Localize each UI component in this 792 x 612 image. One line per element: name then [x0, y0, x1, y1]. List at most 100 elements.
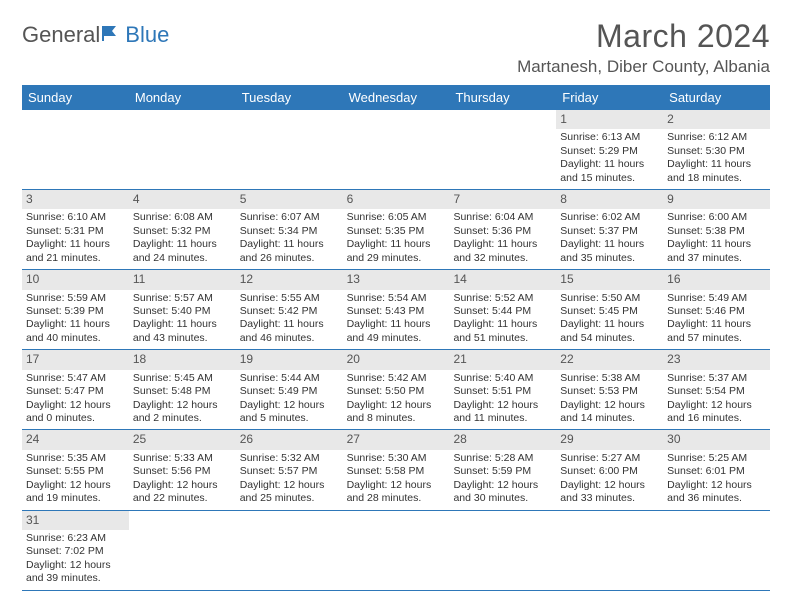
calendar-week: 3Sunrise: 6:10 AMSunset: 5:31 PMDaylight… — [22, 190, 770, 270]
cell-daylight2: and 40 minutes. — [26, 332, 125, 345]
calendar-cell: 10Sunrise: 5:59 AMSunset: 5:39 PMDayligh… — [22, 270, 129, 349]
day-number: 1 — [556, 110, 663, 129]
cell-sunrise: Sunrise: 5:28 AM — [453, 452, 552, 465]
cell-daylight1: Daylight: 11 hours — [347, 238, 446, 251]
logo-blue: Blue — [125, 22, 169, 48]
cell-sunset: Sunset: 5:57 PM — [240, 465, 339, 478]
cell-daylight2: and 46 minutes. — [240, 332, 339, 345]
day-number: 23 — [663, 350, 770, 369]
cell-sunset: Sunset: 5:38 PM — [667, 225, 766, 238]
cell-sunset: Sunset: 5:31 PM — [26, 225, 125, 238]
cell-daylight2: and 11 minutes. — [453, 412, 552, 425]
cell-sunrise: Sunrise: 6:10 AM — [26, 211, 125, 224]
cell-sunset: Sunset: 7:02 PM — [26, 545, 125, 558]
cell-sunrise: Sunrise: 5:30 AM — [347, 452, 446, 465]
cell-daylight1: Daylight: 12 hours — [667, 399, 766, 412]
day-number: 26 — [236, 430, 343, 449]
cell-daylight1: Daylight: 11 hours — [133, 318, 232, 331]
cell-daylight2: and 35 minutes. — [560, 252, 659, 265]
cell-daylight1: Daylight: 11 hours — [26, 238, 125, 251]
day-number: 29 — [556, 430, 663, 449]
day-number: 27 — [343, 430, 450, 449]
calendar-cell: 29Sunrise: 5:27 AMSunset: 6:00 PMDayligh… — [556, 430, 663, 509]
cell-daylight2: and 21 minutes. — [26, 252, 125, 265]
cell-sunset: Sunset: 5:51 PM — [453, 385, 552, 398]
cell-daylight2: and 24 minutes. — [133, 252, 232, 265]
calendar-cell: 17Sunrise: 5:47 AMSunset: 5:47 PMDayligh… — [22, 350, 129, 429]
calendar-cell: 8Sunrise: 6:02 AMSunset: 5:37 PMDaylight… — [556, 190, 663, 269]
cell-sunrise: Sunrise: 5:50 AM — [560, 292, 659, 305]
cell-sunrise: Sunrise: 5:27 AM — [560, 452, 659, 465]
calendar-cell-empty — [129, 110, 236, 189]
cell-sunrise: Sunrise: 5:25 AM — [667, 452, 766, 465]
day-number: 12 — [236, 270, 343, 289]
day-number: 11 — [129, 270, 236, 289]
calendar-cell: 28Sunrise: 5:28 AMSunset: 5:59 PMDayligh… — [449, 430, 556, 509]
cell-daylight2: and 0 minutes. — [26, 412, 125, 425]
calendar-cell: 12Sunrise: 5:55 AMSunset: 5:42 PMDayligh… — [236, 270, 343, 349]
cell-daylight1: Daylight: 11 hours — [667, 158, 766, 171]
day-number: 14 — [449, 270, 556, 289]
cell-sunset: Sunset: 5:40 PM — [133, 305, 232, 318]
calendar-cell-empty — [129, 511, 236, 590]
cell-sunrise: Sunrise: 6:02 AM — [560, 211, 659, 224]
calendar-cell: 30Sunrise: 5:25 AMSunset: 6:01 PMDayligh… — [663, 430, 770, 509]
cell-daylight2: and 22 minutes. — [133, 492, 232, 505]
cell-sunset: Sunset: 5:46 PM — [667, 305, 766, 318]
cell-daylight2: and 54 minutes. — [560, 332, 659, 345]
calendar-cell: 7Sunrise: 6:04 AMSunset: 5:36 PMDaylight… — [449, 190, 556, 269]
cell-sunrise: Sunrise: 5:40 AM — [453, 372, 552, 385]
cell-daylight2: and 5 minutes. — [240, 412, 339, 425]
calendar-cell: 25Sunrise: 5:33 AMSunset: 5:56 PMDayligh… — [129, 430, 236, 509]
calendar-cell-empty — [449, 511, 556, 590]
cell-daylight1: Daylight: 12 hours — [560, 399, 659, 412]
calendar-cell: 15Sunrise: 5:50 AMSunset: 5:45 PMDayligh… — [556, 270, 663, 349]
cell-daylight1: Daylight: 11 hours — [560, 238, 659, 251]
cell-daylight2: and 25 minutes. — [240, 492, 339, 505]
calendar-cell: 13Sunrise: 5:54 AMSunset: 5:43 PMDayligh… — [343, 270, 450, 349]
calendar-cell-empty — [556, 511, 663, 590]
calendar-cell-empty — [449, 110, 556, 189]
calendar-cell: 11Sunrise: 5:57 AMSunset: 5:40 PMDayligh… — [129, 270, 236, 349]
day-number: 4 — [129, 190, 236, 209]
cell-daylight2: and 57 minutes. — [667, 332, 766, 345]
calendar-cell: 2Sunrise: 6:12 AMSunset: 5:30 PMDaylight… — [663, 110, 770, 189]
cell-sunset: Sunset: 5:42 PM — [240, 305, 339, 318]
cell-sunset: Sunset: 5:36 PM — [453, 225, 552, 238]
cell-daylight2: and 51 minutes. — [453, 332, 552, 345]
cell-sunset: Sunset: 6:01 PM — [667, 465, 766, 478]
cell-daylight1: Daylight: 12 hours — [347, 479, 446, 492]
calendar-cell: 21Sunrise: 5:40 AMSunset: 5:51 PMDayligh… — [449, 350, 556, 429]
day-number: 7 — [449, 190, 556, 209]
cell-sunset: Sunset: 5:39 PM — [26, 305, 125, 318]
cell-sunset: Sunset: 5:44 PM — [453, 305, 552, 318]
cell-sunset: Sunset: 5:56 PM — [133, 465, 232, 478]
calendar-cell: 9Sunrise: 6:00 AMSunset: 5:38 PMDaylight… — [663, 190, 770, 269]
cell-daylight2: and 8 minutes. — [347, 412, 446, 425]
day-number: 5 — [236, 190, 343, 209]
header: General Blue March 2024 Martanesh, Diber… — [22, 18, 770, 83]
calendar-cell: 14Sunrise: 5:52 AMSunset: 5:44 PMDayligh… — [449, 270, 556, 349]
cell-daylight2: and 14 minutes. — [560, 412, 659, 425]
cell-daylight2: and 32 minutes. — [453, 252, 552, 265]
calendar-week: 24Sunrise: 5:35 AMSunset: 5:55 PMDayligh… — [22, 430, 770, 510]
cell-sunrise: Sunrise: 5:47 AM — [26, 372, 125, 385]
calendar-cell: 31Sunrise: 6:23 AMSunset: 7:02 PMDayligh… — [22, 511, 129, 590]
cell-sunrise: Sunrise: 5:35 AM — [26, 452, 125, 465]
cell-daylight2: and 36 minutes. — [667, 492, 766, 505]
calendar-cell-empty — [22, 110, 129, 189]
day-header: Friday — [556, 85, 663, 110]
cell-daylight1: Daylight: 12 hours — [26, 399, 125, 412]
cell-daylight1: Daylight: 11 hours — [667, 318, 766, 331]
calendar-week: 17Sunrise: 5:47 AMSunset: 5:47 PMDayligh… — [22, 350, 770, 430]
cell-daylight2: and 28 minutes. — [347, 492, 446, 505]
cell-sunrise: Sunrise: 6:07 AM — [240, 211, 339, 224]
cell-daylight2: and 26 minutes. — [240, 252, 339, 265]
day-number: 9 — [663, 190, 770, 209]
calendar-cell: 22Sunrise: 5:38 AMSunset: 5:53 PMDayligh… — [556, 350, 663, 429]
cell-sunset: Sunset: 5:30 PM — [667, 145, 766, 158]
cell-daylight1: Daylight: 12 hours — [240, 479, 339, 492]
cell-sunrise: Sunrise: 5:37 AM — [667, 372, 766, 385]
cell-daylight1: Daylight: 11 hours — [240, 238, 339, 251]
calendar-cell: 5Sunrise: 6:07 AMSunset: 5:34 PMDaylight… — [236, 190, 343, 269]
